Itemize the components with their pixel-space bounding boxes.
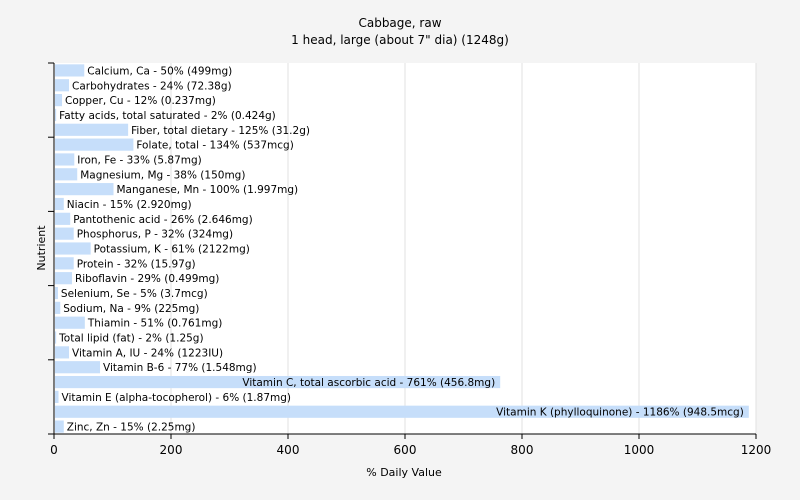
x-tick-label: 400 bbox=[277, 443, 300, 457]
bar bbox=[55, 331, 57, 344]
bar-label: Vitamin E (alpha-tocopherol) - 6% (1.87m… bbox=[62, 392, 292, 404]
bar-label: Vitamin C, total ascorbic acid - 761% (4… bbox=[242, 377, 495, 389]
bar bbox=[55, 420, 64, 433]
x-tick-label: 1000 bbox=[624, 443, 655, 457]
bar-labels-group: Calcium, Ca - 50% (499mg) Carbohydrates -… bbox=[58, 65, 744, 433]
x-tick-label: 0 bbox=[50, 443, 58, 457]
bar-label: Protein - 32% (15.97g) bbox=[77, 258, 196, 270]
bar-label: Carbohydrates - 24% (72.38g) bbox=[72, 80, 232, 92]
bar bbox=[55, 212, 71, 225]
x-axis-title: % Daily Value bbox=[366, 466, 442, 479]
y-axis-title: Nutrient bbox=[35, 225, 48, 271]
bar bbox=[55, 227, 74, 240]
bar-label: Vitamin K (phylloquinone) - 1186% (948.5… bbox=[496, 407, 744, 419]
bar-label: Fiber, total dietary - 125% (31.2g) bbox=[131, 125, 310, 137]
bar-label: Phosphorus, P - 32% (324mg) bbox=[77, 229, 233, 241]
bar-label: Selenium, Se - 5% (3.7mcg) bbox=[61, 288, 208, 300]
vertical-gridlines bbox=[170, 63, 757, 434]
bar bbox=[55, 242, 91, 255]
bar-label: Iron, Fe - 33% (5.87mg) bbox=[77, 154, 201, 166]
bar bbox=[55, 257, 74, 270]
x-tick-label: 200 bbox=[160, 443, 183, 457]
bar-label: Fatty acids, total saturated - 2% (0.424… bbox=[59, 110, 276, 122]
bar bbox=[55, 390, 59, 403]
bar-label: Vitamin B-6 - 77% (1.548mg) bbox=[103, 362, 257, 374]
bar-label: Total lipid (fat) - 2% (1.25g) bbox=[58, 333, 203, 345]
bar-label: Vitamin A, IU - 24% (1223IU) bbox=[72, 347, 223, 359]
bar-label: Potassium, K - 61% (2122mg) bbox=[94, 244, 250, 256]
bar-label: Sodium, Na - 9% (225mg) bbox=[63, 303, 199, 315]
bar bbox=[55, 183, 114, 196]
bars-group bbox=[55, 64, 749, 433]
chart-title: Cabbage, raw bbox=[358, 16, 441, 30]
bar-label: Riboflavin - 29% (0.499mg) bbox=[75, 273, 219, 285]
bar-label: Zinc, Zn - 15% (2.25mg) bbox=[67, 422, 196, 434]
bar bbox=[55, 168, 78, 181]
bar-label: Folate, total - 134% (537mcg) bbox=[136, 140, 293, 152]
bar-label: Manganese, Mn - 100% (1.997mg) bbox=[117, 184, 299, 196]
bar-label: Copper, Cu - 12% (0.237mg) bbox=[65, 95, 216, 107]
x-axis-ticks: 0 200 400 600 800 1000 1200 bbox=[50, 434, 771, 457]
bar bbox=[55, 405, 749, 418]
bar bbox=[55, 79, 70, 92]
bar bbox=[55, 272, 72, 285]
bar bbox=[55, 197, 64, 211]
bar bbox=[55, 375, 501, 389]
bar bbox=[55, 316, 85, 329]
bar-label: Calcium, Ca - 50% (499mg) bbox=[87, 65, 232, 77]
chart-subtitle: 1 head, large (about 7" dia) (1248g) bbox=[291, 33, 509, 47]
bar bbox=[55, 64, 85, 77]
y-axis-ticks bbox=[48, 62, 54, 435]
bar bbox=[55, 346, 70, 359]
x-tick-label: 800 bbox=[511, 443, 534, 457]
bar-label: Magnesium, Mg - 38% (150mg) bbox=[80, 169, 245, 181]
bar bbox=[55, 123, 129, 136]
bar bbox=[55, 138, 134, 151]
bar-label: Pantothenic acid - 26% (2.646mg) bbox=[73, 214, 252, 226]
x-tick-label: 1200 bbox=[741, 443, 772, 457]
bar bbox=[55, 153, 75, 166]
bar bbox=[55, 94, 63, 107]
bar bbox=[55, 301, 61, 314]
bar bbox=[55, 286, 58, 300]
x-tick-label: 600 bbox=[394, 443, 417, 457]
bar-label: Niacin - 15% (2.920mg) bbox=[67, 199, 192, 211]
bar-label: Thiamin - 51% (0.761mg) bbox=[87, 318, 223, 330]
bar bbox=[55, 108, 57, 122]
bar bbox=[55, 361, 101, 374]
